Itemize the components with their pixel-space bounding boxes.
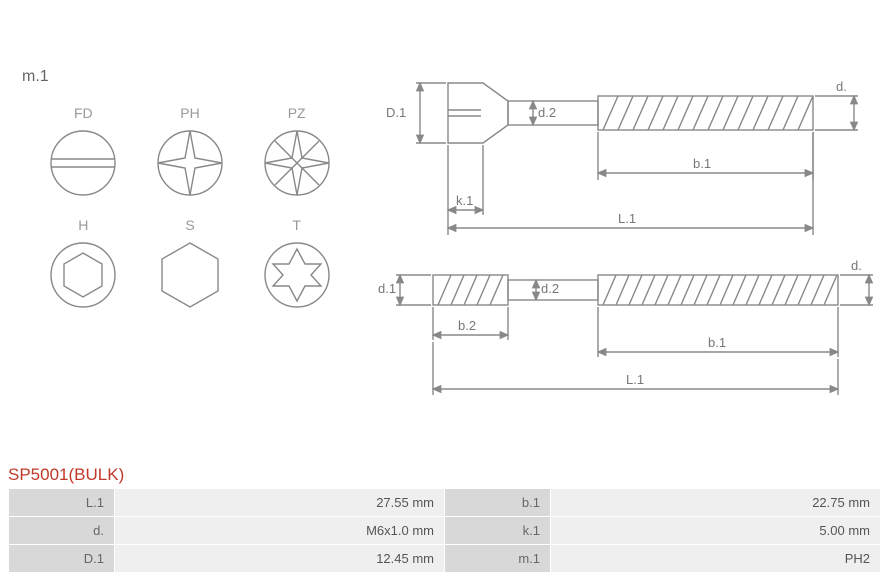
spec-val: 5.00 mm xyxy=(551,517,881,545)
dim-D1: D.1 xyxy=(386,105,406,120)
spec-key: m.1 xyxy=(445,545,551,573)
dim-db: d. xyxy=(851,258,862,273)
phillips-icon xyxy=(154,127,226,199)
hex-socket-icon xyxy=(47,239,119,311)
drive-t: T xyxy=(252,217,342,311)
hex-external-icon xyxy=(154,239,226,311)
drive-label: H xyxy=(78,217,88,233)
spec-key: D.1 xyxy=(9,545,115,573)
spec-val: 27.55 mm xyxy=(115,489,445,517)
m1-label: m.1 xyxy=(22,68,49,86)
torx-icon xyxy=(261,239,333,311)
dim-d2b: d.2 xyxy=(541,281,559,296)
side-views: D.1 d.2 d. k.1 b.1 L.1 xyxy=(378,55,878,415)
table-row: d. M6x1.0 mm k.1 5.00 mm xyxy=(9,517,881,545)
dim-da: d. xyxy=(836,79,847,94)
drive-pz: PZ xyxy=(252,105,342,199)
drive-s: S xyxy=(145,217,235,311)
spec-key: b.1 xyxy=(445,489,551,517)
spec-val: M6x1.0 mm xyxy=(115,517,445,545)
dim-b1b: b.1 xyxy=(708,335,726,350)
side-svg: D.1 d.2 d. k.1 b.1 L.1 xyxy=(378,55,878,415)
table-row: L.1 27.55 mm b.1 22.75 mm xyxy=(9,489,881,517)
spec-table: L.1 27.55 mm b.1 22.75 mm d. M6x1.0 mm k… xyxy=(8,488,881,573)
drive-label: PZ xyxy=(288,105,306,121)
spec-val: 12.45 mm xyxy=(115,545,445,573)
dim-L1a: L.1 xyxy=(618,211,636,226)
spec-val: 22.75 mm xyxy=(551,489,881,517)
drive-types-grid: FD PH PZ xyxy=(30,105,350,329)
drive-h: H xyxy=(38,217,128,311)
slotted-icon xyxy=(47,127,119,199)
drive-label: FD xyxy=(74,105,93,121)
table-row: D.1 12.45 mm m.1 PH2 xyxy=(9,545,881,573)
spec-key: L.1 xyxy=(9,489,115,517)
drive-label: T xyxy=(292,217,301,233)
drive-fd: FD xyxy=(38,105,128,199)
dim-d2a: d.2 xyxy=(538,105,556,120)
spec-key: d. xyxy=(9,517,115,545)
dim-k1: k.1 xyxy=(456,193,473,208)
drive-label: S xyxy=(185,217,194,233)
spec-val: PH2 xyxy=(551,545,881,573)
drive-ph: PH xyxy=(145,105,235,199)
spec-key: k.1 xyxy=(445,517,551,545)
dim-d1: d.1 xyxy=(378,281,396,296)
part-number: SP5001(BULK) xyxy=(8,465,124,485)
dim-b1a: b.1 xyxy=(693,156,711,171)
drive-label: PH xyxy=(180,105,199,121)
dim-L1b: L.1 xyxy=(626,372,644,387)
dim-b2: b.2 xyxy=(458,318,476,333)
pozidriv-icon xyxy=(261,127,333,199)
